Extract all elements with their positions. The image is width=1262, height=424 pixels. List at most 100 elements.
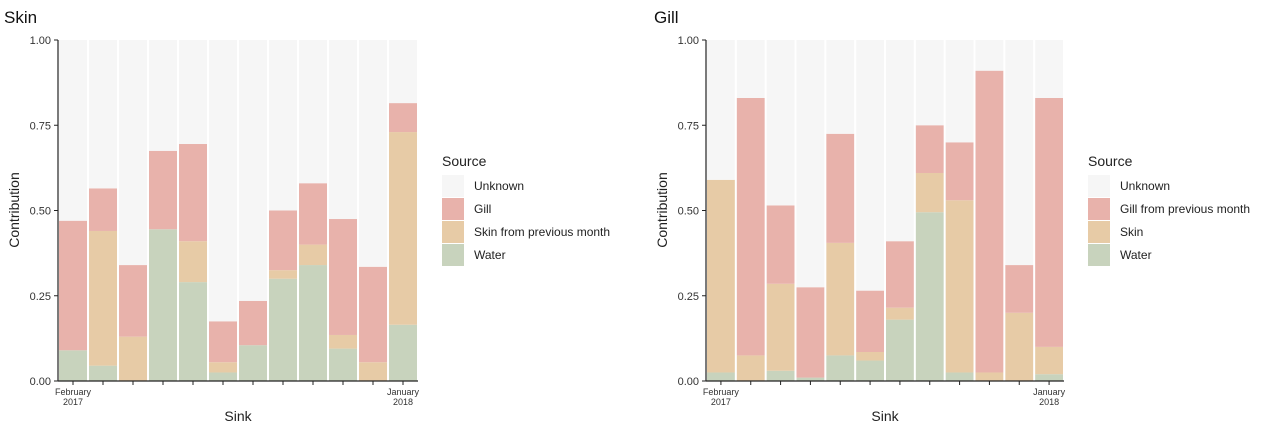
bar-segment-unknown-7 [915, 40, 944, 126]
bar-segment-unknown-2 [766, 40, 795, 206]
bar-segment-skin-from-previous-month-9 [329, 334, 357, 349]
bar-segment-gill-from-previous-month-9 [975, 70, 1004, 373]
legend-swatch-water [442, 244, 464, 266]
bar-segment-water-8 [299, 265, 327, 381]
bar-segment-skin-9 [975, 372, 1004, 381]
bar-segment-water-4 [826, 355, 855, 381]
bar-segment-unknown-8 [299, 40, 327, 184]
bar-segment-water-0 [59, 350, 87, 381]
bar-segment-gill-from-previous-month-11 [1035, 97, 1063, 347]
legend-label-gill: Gill from previous month [1120, 202, 1250, 216]
bar-segment-water-5 [856, 360, 884, 381]
bar-segment-skin-6 [886, 307, 914, 320]
bar-segment-unknown-3 [796, 40, 825, 288]
y-axis-label-skin: Contribution [6, 172, 22, 248]
bar-segment-gill-6 [239, 300, 267, 346]
bar-segment-unknown-1 [89, 40, 117, 189]
legend-label-unknown: Unknown [474, 179, 524, 193]
bar-segment-unknown-10 [1005, 40, 1034, 266]
bar-segment-water-5 [209, 372, 237, 381]
bar-segment-unknown-4 [826, 40, 855, 134]
legend-label-gill: Gill [474, 202, 491, 216]
bar-segment-unknown-5 [856, 40, 884, 291]
bar-segment-gill-from-previous-month-6 [886, 241, 914, 308]
bar-segment-skin-11 [1035, 346, 1063, 375]
bar-segment-water-4 [179, 282, 207, 381]
y-tick-label: 0.25 [678, 291, 699, 303]
y-tick-label: 0.00 [30, 376, 51, 388]
bar-segment-unknown-0 [707, 40, 735, 180]
bar-segment-unknown-11 [1035, 40, 1063, 98]
bar-segment-water-2 [766, 370, 795, 381]
bar-segment-water-9 [329, 348, 357, 381]
bar-segment-gill-from-previous-month-2 [766, 205, 795, 284]
bar-segment-gill-from-previous-month-3 [796, 287, 825, 378]
bar-segment-skin-7 [915, 172, 944, 213]
bar-segment-skin-from-previous-month-4 [179, 241, 207, 283]
bar-segment-gill-2 [119, 265, 147, 337]
bar-segment-unknown-0 [59, 40, 87, 221]
bar-segment-skin-5 [856, 352, 884, 361]
bar-segment-gill-1 [89, 188, 117, 231]
bar-segment-skin-from-previous-month-11 [389, 132, 417, 325]
chart-panel-gill: Gill Contribution Sink 0.00 0.25 0.50 0.75 1… [654, 8, 1250, 424]
bar-segment-skin-2 [766, 283, 795, 371]
y-axis-label-gill: Contribution [654, 172, 670, 248]
bar-segment-gill-8 [299, 183, 327, 245]
chart-panel-skin: Skin Contribution Sink 0.00 0.25 0.50 0.75 1… [4, 8, 610, 424]
bar-segment-skin-from-previous-month-1 [89, 230, 117, 366]
bar-segment-water-1 [89, 365, 117, 381]
legend-swatch-gill [442, 198, 464, 220]
bar-segment-unknown-6 [239, 40, 267, 301]
bar-segment-gill-11 [389, 103, 417, 133]
legend-swatch-skin [442, 221, 464, 243]
bar-segment-gill-from-previous-month-7 [915, 125, 944, 173]
bar-segment-water-0 [707, 372, 735, 381]
y-tick-label: 1.00 [30, 35, 51, 47]
bar-segment-unknown-4 [179, 40, 207, 145]
y-tick-label: 0.00 [678, 376, 699, 388]
legend-swatch-skin [1088, 221, 1110, 243]
legend-gill: Source Unknown Gill from previous month Sk… [1088, 153, 1250, 266]
bar-segment-gill-0 [59, 220, 87, 351]
bar-segment-unknown-5 [209, 40, 237, 322]
bar-segment-skin-1 [736, 355, 765, 381]
bar-segment-skin-from-previous-month-5 [209, 362, 237, 373]
y-tick-label: 0.75 [678, 120, 699, 132]
bar-segment-unknown-3 [149, 40, 177, 151]
legend-label-water: Water [1120, 248, 1152, 262]
chart-title-skin: Skin [4, 8, 37, 27]
x-tick-label: February [703, 387, 740, 397]
y-tick-label: 0.75 [30, 120, 51, 132]
legend-label-skin: Skin from previous month [474, 225, 610, 239]
y-tick-label: 1.00 [678, 35, 699, 47]
bar-segment-gill-4 [179, 144, 207, 242]
bar-segment-water-3 [796, 377, 825, 381]
x-tick-label: 2017 [63, 397, 83, 407]
legend-swatch-unknown [1088, 175, 1110, 197]
bar-segment-gill-5 [209, 321, 237, 363]
bar-segment-unknown-2 [119, 40, 147, 266]
x-axis-label-gill: Sink [871, 408, 899, 424]
x-tick-label: January [387, 387, 420, 397]
bar-segment-water-7 [269, 278, 297, 381]
bar-segment-gill-9 [329, 219, 357, 335]
legend-label-skin: Skin [1120, 225, 1143, 239]
bar-segment-unknown-6 [886, 40, 914, 242]
bar-segment-unknown-10 [359, 40, 387, 267]
legend-label-unknown: Unknown [1120, 179, 1170, 193]
y-tick-label: 0.50 [30, 206, 51, 218]
x-tick-label: 2018 [1039, 397, 1059, 407]
bar-segment-water-7 [915, 212, 944, 381]
bar-segment-gill-from-previous-month-4 [826, 133, 855, 243]
bar-segment-unknown-9 [975, 40, 1004, 71]
bar-segment-unknown-1 [736, 40, 765, 98]
bar-segment-skin-4 [826, 242, 855, 356]
bar-segment-water-8 [945, 372, 974, 381]
bar-segment-water-3 [149, 229, 177, 381]
legend-swatch-water [1088, 244, 1110, 266]
bar-segment-skin-8 [945, 200, 974, 373]
